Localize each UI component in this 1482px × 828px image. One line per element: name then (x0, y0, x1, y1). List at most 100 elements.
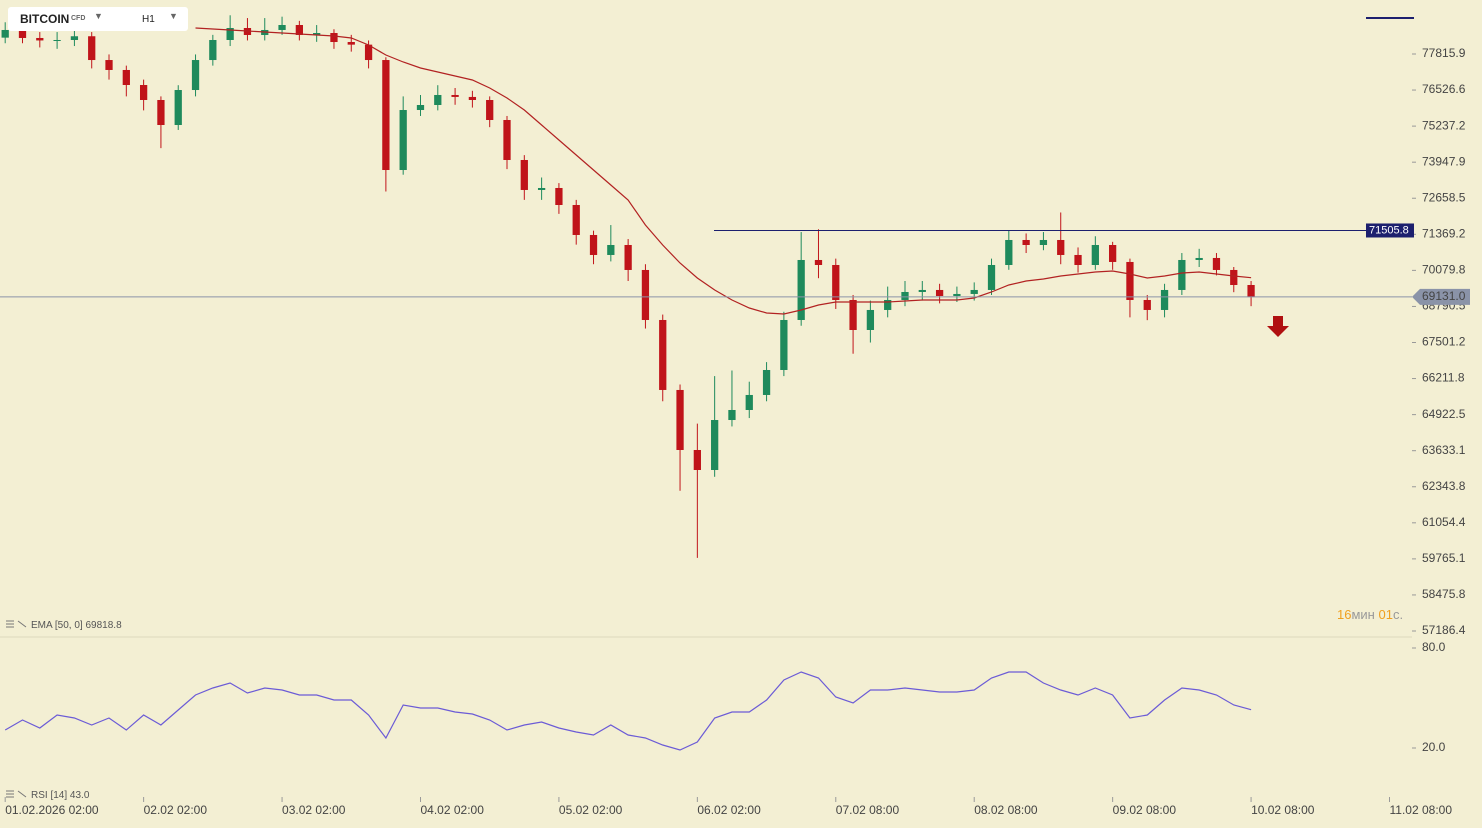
rsi-name: RSI [14] (31, 790, 67, 801)
symbol-dropdown[interactable]: ▼ (94, 11, 103, 21)
rsi-line (4, 671, 1252, 751)
candle-body (849, 299, 857, 330)
symbol[interactable]: BITCOIN (20, 12, 70, 26)
y-tick-label: 70079.8 (1422, 263, 1466, 277)
y-tick-label: 61054.4 (1422, 515, 1466, 529)
candle-body (1, 29, 9, 38)
price-tag-label: 71505.8 (1369, 224, 1409, 236)
x-tick-label: 06.02 02:00 (697, 803, 761, 817)
y-tick-label: 77815.9 (1422, 46, 1466, 60)
x-tick-label: 04.02 02:00 (420, 803, 484, 817)
candle-body (1247, 284, 1255, 297)
candle-body (1057, 239, 1065, 255)
candle-body (745, 394, 753, 410)
candle-body (866, 309, 875, 330)
candle-body (814, 259, 823, 265)
x-tick-label: 09.02 08:00 (1113, 803, 1177, 817)
countdown-min-unit: мин (1351, 607, 1375, 622)
candle-body (347, 42, 355, 45)
candle-body (624, 244, 632, 270)
timeframe-dropdown[interactable]: ▼ (169, 11, 178, 21)
candle-body (676, 389, 684, 450)
candle-body (451, 94, 459, 97)
sell-signal-arrow (1267, 316, 1289, 337)
candle-body (105, 60, 113, 70)
rsi-legend-icon (6, 790, 27, 798)
x-tick-label: 07.02 08:00 (836, 803, 900, 817)
ema-line (195, 27, 1252, 315)
x-tick-label: 01.02.2026 02:00 (5, 803, 99, 817)
x-tick-label: 02.02 02:00 (144, 803, 208, 817)
candle-body (762, 369, 771, 395)
candle-body (711, 420, 719, 470)
candle-body (295, 25, 303, 35)
candle-body (780, 319, 788, 370)
candle-body (1143, 299, 1151, 310)
toolbar[interactable]: BITCOIN CFD ▼ H1 ▼ (8, 7, 188, 31)
ema-legend: EMA [50, 0] 69818.8 (31, 620, 122, 631)
candle-body (1109, 244, 1117, 262)
price-tag (1366, 223, 1414, 238)
ema-legend-icon (6, 620, 27, 628)
countdown-sec-unit: с. (1392, 607, 1404, 622)
candle-body (226, 27, 234, 40)
ema-name: EMA [50, 0] (31, 620, 83, 631)
rsi-value: 43.0 (70, 790, 90, 801)
candle-body (18, 29, 27, 38)
y-tick-label: 20.0 (1422, 740, 1446, 754)
timeframe[interactable]: H1 (142, 14, 155, 25)
candle-body (157, 99, 165, 126)
candle-body (278, 25, 286, 30)
price-tag (1412, 288, 1470, 305)
candle-body (918, 289, 926, 292)
y-tick-label: 73947.9 (1422, 154, 1466, 168)
candle-body (572, 204, 580, 235)
candle-body (1074, 254, 1082, 265)
y-tick-label: 71369.2 (1422, 226, 1466, 240)
countdown-seconds: 01 (1378, 607, 1393, 622)
candle-body (520, 159, 528, 190)
candle-body (382, 60, 390, 171)
candle-body (364, 44, 373, 61)
y-tick-label: 58475.8 (1422, 587, 1466, 601)
candle-body (1160, 289, 1169, 310)
y-tick-label: 59765.1 (1422, 551, 1466, 565)
candle-body (1091, 244, 1099, 265)
candle-body (416, 105, 425, 111)
candle-body (330, 33, 338, 43)
x-tick-label: 10.02 08:00 (1251, 803, 1315, 817)
y-tick-label: 67501.2 (1422, 335, 1466, 349)
candle-body (987, 264, 996, 290)
x-tick-label: 11.02 08:00 (1390, 803, 1453, 817)
candle-body (728, 409, 736, 421)
candle-body (486, 99, 494, 120)
candle-body (1126, 261, 1134, 300)
candle-body (1195, 257, 1203, 260)
countdown-minutes: 16 (1337, 607, 1352, 622)
candle-body (935, 289, 944, 296)
x-tick-label: 05.02 02:00 (559, 803, 623, 817)
y-tick-label: 72658.5 (1422, 190, 1466, 204)
countdown: 16мин 01с. (1337, 607, 1403, 622)
candle-body (1039, 239, 1048, 245)
y-tick-label: 76526.6 (1422, 82, 1466, 96)
y-tick-label: 62343.8 (1422, 479, 1466, 493)
candle-body (53, 39, 61, 41)
y-tick-label: 57186.4 (1422, 623, 1466, 637)
candle-body (503, 119, 511, 160)
market: CFD (71, 15, 86, 22)
candle-body (174, 90, 182, 126)
candle-body (468, 96, 477, 100)
candle-body (36, 37, 44, 41)
rsi-legend: RSI [14] 43.0 (31, 790, 90, 801)
y-tick-label: 75237.2 (1422, 118, 1466, 132)
y-tick-label: 80.0 (1422, 640, 1446, 654)
candle-body (1230, 269, 1238, 285)
candle-body (641, 269, 650, 320)
candle-body (555, 187, 563, 205)
x-tick-label: 03.02 02:00 (282, 803, 346, 817)
candle-body (1005, 239, 1013, 265)
candle-body (797, 259, 805, 320)
candle-body (884, 299, 892, 310)
